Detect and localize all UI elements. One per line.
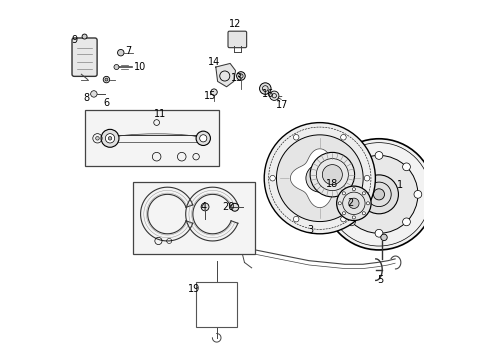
Circle shape [347, 163, 355, 171]
Circle shape [108, 136, 112, 140]
Circle shape [269, 175, 275, 181]
Circle shape [101, 129, 119, 147]
Circle shape [402, 218, 409, 226]
Circle shape [293, 135, 298, 140]
Circle shape [339, 156, 417, 233]
Polygon shape [290, 149, 348, 208]
Text: 3: 3 [307, 225, 313, 235]
Text: 19: 19 [188, 284, 200, 294]
Text: 18: 18 [325, 179, 338, 189]
Circle shape [82, 34, 87, 39]
Circle shape [269, 91, 278, 100]
Circle shape [335, 190, 343, 198]
Circle shape [352, 188, 355, 191]
Circle shape [201, 203, 208, 211]
Polygon shape [215, 63, 235, 87]
Bar [133, 182, 255, 253]
Circle shape [336, 186, 370, 221]
Text: 6: 6 [103, 98, 109, 108]
Bar [85, 110, 219, 166]
FancyBboxPatch shape [227, 31, 246, 48]
Circle shape [196, 131, 210, 145]
Text: 9: 9 [71, 35, 77, 45]
Circle shape [352, 216, 355, 219]
Text: 1: 1 [397, 180, 403, 190]
Circle shape [402, 163, 409, 171]
Circle shape [114, 64, 119, 69]
Bar [196, 282, 237, 327]
Circle shape [210, 89, 217, 95]
Circle shape [305, 164, 333, 192]
Text: 11: 11 [154, 109, 166, 119]
Circle shape [340, 216, 346, 222]
Text: 17: 17 [275, 100, 288, 110]
Circle shape [259, 83, 270, 94]
Text: 8: 8 [83, 93, 90, 103]
Circle shape [105, 134, 115, 143]
Circle shape [340, 135, 346, 140]
Text: 20: 20 [222, 202, 234, 212]
Circle shape [323, 139, 434, 250]
Circle shape [264, 123, 375, 234]
Circle shape [236, 72, 244, 80]
Text: 2: 2 [346, 198, 353, 208]
Circle shape [230, 203, 238, 211]
Circle shape [347, 218, 355, 226]
Circle shape [362, 212, 365, 215]
Text: 14: 14 [207, 57, 220, 67]
Circle shape [199, 135, 206, 142]
Circle shape [413, 190, 421, 198]
Circle shape [342, 192, 345, 195]
Circle shape [366, 202, 369, 205]
FancyBboxPatch shape [72, 38, 97, 76]
Circle shape [293, 216, 298, 222]
Circle shape [342, 212, 345, 215]
Text: 4: 4 [200, 202, 206, 212]
Circle shape [374, 152, 382, 159]
Text: 16: 16 [261, 89, 273, 99]
Circle shape [374, 229, 382, 237]
Circle shape [359, 175, 398, 214]
Circle shape [117, 49, 124, 56]
Circle shape [373, 189, 384, 200]
Circle shape [338, 202, 341, 205]
Circle shape [276, 135, 363, 221]
Circle shape [364, 175, 369, 181]
Circle shape [96, 136, 99, 140]
Text: 5: 5 [377, 275, 383, 285]
Circle shape [348, 198, 358, 208]
Text: 7: 7 [124, 46, 131, 56]
Text: 13: 13 [231, 73, 243, 83]
Text: 12: 12 [229, 19, 241, 29]
Circle shape [103, 76, 109, 83]
Text: 10: 10 [134, 62, 146, 72]
Circle shape [90, 91, 97, 97]
Circle shape [309, 152, 354, 197]
Circle shape [362, 192, 365, 195]
Circle shape [105, 78, 108, 81]
Circle shape [312, 171, 326, 185]
Circle shape [322, 165, 342, 185]
Circle shape [380, 234, 386, 240]
Text: 15: 15 [204, 91, 216, 101]
